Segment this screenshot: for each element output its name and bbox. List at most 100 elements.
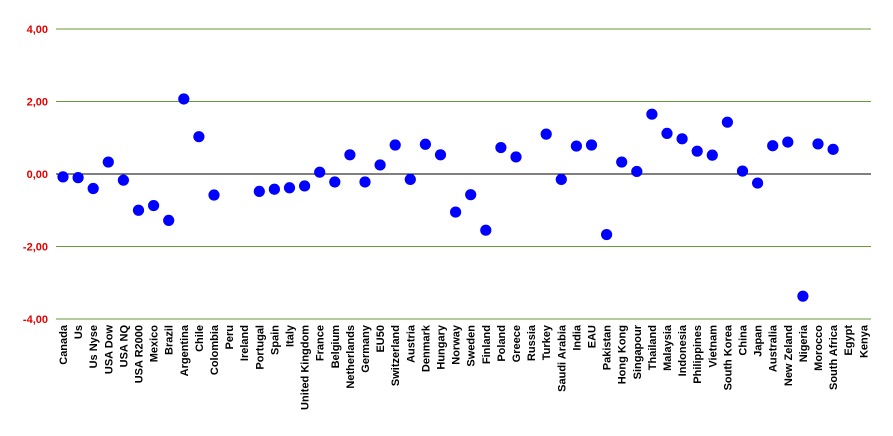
x-tick-label: Switzerland [390, 325, 402, 386]
x-tick-label: South Africa [828, 324, 840, 390]
data-point [253, 185, 265, 197]
x-tick-label: Kenya [858, 324, 870, 358]
data-point [495, 141, 507, 154]
data-point [87, 182, 99, 195]
data-point [646, 108, 658, 120]
x-tick-label: USA R2000 [134, 325, 146, 383]
x-tick-label: Us [73, 325, 85, 339]
y-tick-label: 0,00 [27, 169, 48, 181]
x-tick-label: Australia [768, 324, 780, 372]
data-point [721, 116, 734, 128]
data-point [661, 127, 673, 139]
data-point [601, 228, 613, 241]
x-tick-label: Turkey [541, 324, 553, 360]
data-point [676, 133, 688, 145]
data-point [797, 290, 809, 302]
x-tick-label: EAU [587, 325, 599, 348]
data-point [585, 139, 598, 151]
data-point [374, 159, 386, 171]
data-point [344, 149, 356, 161]
x-tick-label: EU50 [375, 325, 387, 353]
data-point [540, 128, 552, 140]
x-tick-label: South Korea [722, 324, 734, 390]
data-point [480, 224, 492, 236]
x-tick-label: Spain [269, 325, 281, 355]
data-point [434, 149, 447, 161]
data-point [102, 156, 114, 168]
x-tick-label: Austria [405, 324, 417, 363]
x-tick-label: Mexico [149, 325, 161, 363]
data-point [389, 139, 401, 151]
data-point [691, 145, 703, 157]
x-tick-label: Peru [224, 325, 236, 349]
data-point [767, 140, 779, 152]
data-point [555, 173, 567, 186]
x-tick-label: Denmark [420, 324, 432, 372]
data-point [510, 151, 522, 163]
data-point [752, 177, 764, 189]
x-tick-label: Sweden [466, 325, 478, 367]
data-point [419, 138, 431, 150]
x-tick-label: Nigeria [798, 324, 810, 362]
data-point [359, 176, 371, 188]
data-point [450, 206, 462, 218]
x-tick-label: Morocco [813, 325, 825, 371]
y-tick-label: -4,00 [23, 314, 48, 326]
data-point [268, 183, 280, 195]
data-point [812, 138, 824, 150]
x-tick-label: Russia [526, 324, 538, 361]
data-point [57, 171, 69, 183]
x-tick-label: Portugal [254, 325, 266, 370]
x-tick-label: United Kingdom [300, 325, 312, 410]
data-point [782, 136, 794, 148]
data-point [299, 180, 311, 192]
data-point [208, 189, 220, 201]
data-point [178, 93, 190, 105]
x-tick-label: Hong Kong [617, 325, 629, 384]
x-tick-label: Greece [511, 325, 523, 362]
y-tick-label: 4,00 [27, 24, 48, 36]
data-point [827, 143, 839, 155]
gridlines [56, 28, 871, 320]
x-tick-label: Germany [360, 324, 372, 373]
x-tick-label: New Zeland [783, 325, 795, 386]
data-point [193, 131, 205, 143]
x-tick-label: Singapour [632, 324, 644, 379]
x-tick-label: Finland [481, 325, 493, 364]
x-tick-label: Us Nyse [88, 325, 100, 368]
x-tick-label: Argentina [179, 324, 191, 376]
x-tick-label: India [571, 324, 583, 351]
x-tick-label: Ireland [239, 325, 251, 361]
x-tick-label: Malaysia [662, 324, 674, 371]
x-tick-label: Indonesia [677, 324, 689, 376]
data-point [465, 189, 477, 201]
x-tick-label: Poland [496, 325, 508, 362]
x-tick-label: China [738, 324, 750, 355]
x-tick-label: Saudi Arabia [556, 324, 568, 392]
x-tick-label: Egypt [843, 325, 855, 356]
x-tick-label: Thailand [647, 325, 659, 370]
x-tick-label: Brazil [164, 325, 176, 355]
data-point [314, 166, 326, 178]
x-tick-label: Netherlands [345, 325, 357, 389]
data-point [283, 182, 296, 194]
data-point [163, 214, 175, 226]
data-point [72, 172, 84, 184]
data-point [148, 199, 160, 212]
data-point [117, 174, 129, 186]
data-point [631, 165, 643, 178]
x-tick-label: Italy [285, 324, 297, 347]
y-tick-label: -2,00 [23, 242, 48, 254]
x-tick-label: Canada [58, 324, 70, 365]
x-tick-label: Chile [194, 325, 206, 352]
data-points [57, 93, 839, 302]
x-tick-label: Belgium [330, 325, 342, 369]
x-tick-label: Vietnam [707, 325, 719, 368]
x-tick-label: Philippines [692, 325, 704, 384]
y-axis: 4,00 2,00 0,00 -2,00 -4,00 [23, 24, 48, 326]
data-point [616, 156, 628, 168]
x-tick-label: France [315, 325, 327, 361]
x-tick-label: USA NQ [118, 325, 130, 368]
x-tick-label: Japan [753, 325, 765, 357]
